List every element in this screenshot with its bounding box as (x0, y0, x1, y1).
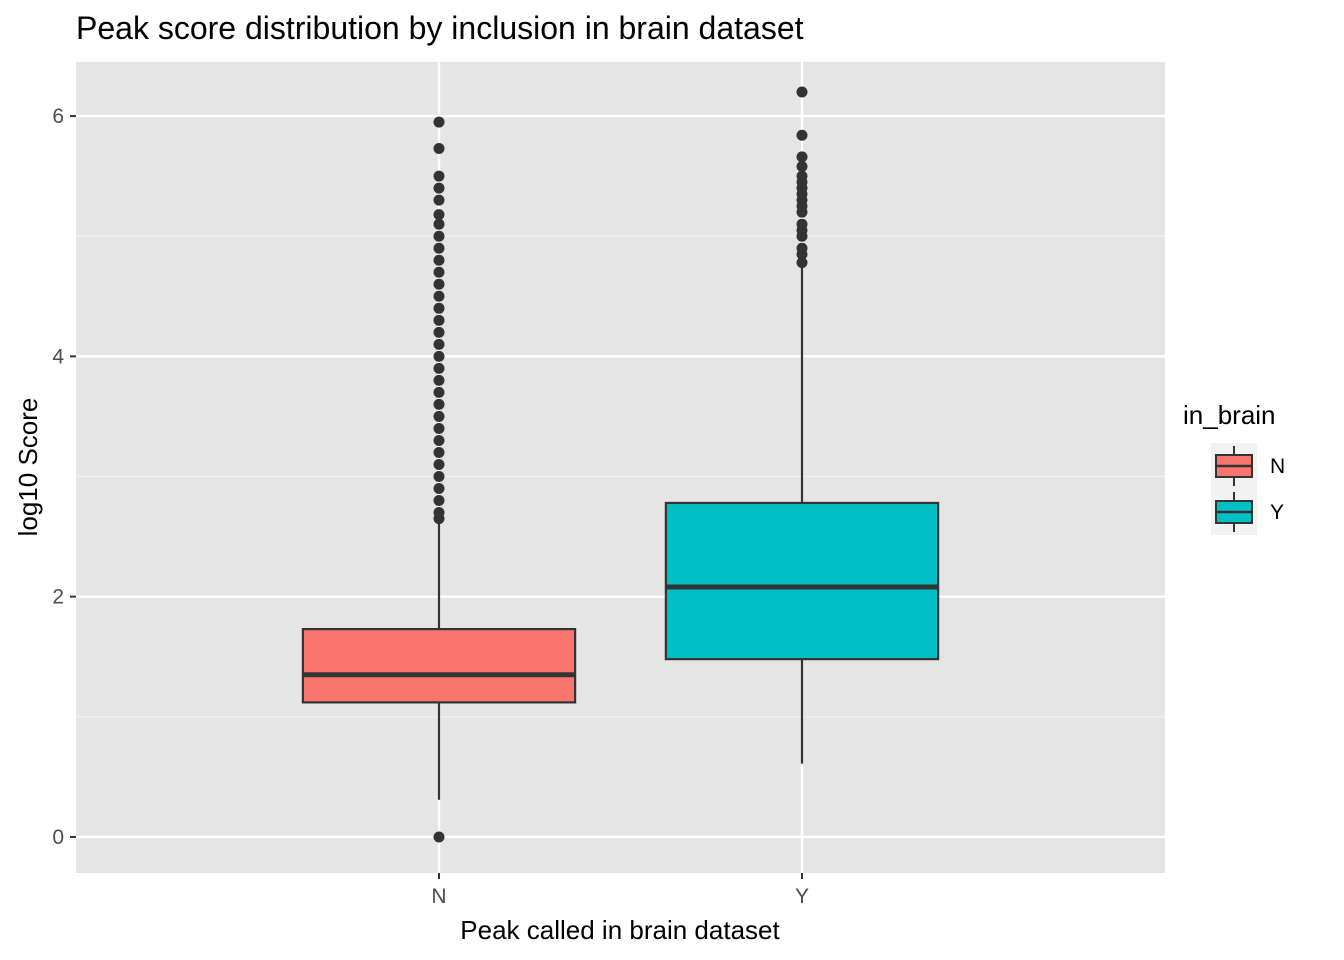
legend-key-Y (1211, 489, 1257, 535)
y-tick-label: 6 (52, 105, 64, 128)
outlier-point (433, 116, 445, 128)
box-N (301, 116, 577, 843)
outlier-point (433, 326, 445, 338)
outlier-point (433, 458, 445, 470)
legend-label: N (1270, 455, 1285, 478)
outlier-point (433, 507, 445, 519)
outlier-point (433, 434, 445, 446)
outlier-point (796, 151, 808, 163)
y-axis-ticks: 0 2 4 6 (52, 105, 76, 849)
outlier-point (433, 194, 445, 206)
outlier-point (433, 290, 445, 302)
outlier-point (433, 374, 445, 386)
outlier-point (433, 218, 445, 230)
legend: in_brain NY (1183, 400, 1285, 535)
outlier-point (433, 831, 445, 843)
x-tick-label: Y (795, 885, 809, 908)
outlier-point (433, 302, 445, 314)
box-iqr (301, 627, 577, 704)
legend-title: in_brain (1183, 400, 1276, 430)
outlier-point (433, 398, 445, 410)
outlier-point (433, 422, 445, 434)
outlier-point (433, 209, 445, 221)
y-tick-label: 2 (52, 586, 64, 609)
outlier-point (796, 86, 808, 98)
outlier-point (433, 446, 445, 458)
outlier-point (796, 170, 808, 182)
outlier-point (433, 471, 445, 483)
y-axis-title: log10 Score (13, 398, 43, 537)
outlier-point (433, 362, 445, 374)
outlier-point (433, 230, 445, 242)
outlier-point (433, 338, 445, 350)
outlier-point (433, 350, 445, 362)
chart-title: Peak score distribution by inclusion in … (76, 10, 804, 46)
outlier-point (796, 129, 808, 141)
outlier-point (433, 386, 445, 398)
grid-minor (76, 235, 1165, 718)
x-tick-label: N (431, 885, 446, 908)
y-tick-label: 0 (52, 826, 64, 849)
outlier-point (796, 257, 808, 269)
outlier-point (433, 254, 445, 266)
outlier-point (796, 242, 808, 254)
legend-label: Y (1270, 501, 1284, 524)
outlier-point (433, 182, 445, 194)
outlier-point (433, 483, 445, 495)
plot-panel (76, 62, 1165, 873)
y-tick-label: 4 (52, 345, 64, 368)
outlier-point (433, 266, 445, 278)
box-Y (664, 86, 940, 764)
outlier-point (433, 278, 445, 290)
boxes-layer (301, 86, 940, 843)
outlier-point (433, 314, 445, 326)
outlier-point (433, 143, 445, 155)
outlier-point (433, 242, 445, 254)
outlier-point (796, 161, 808, 173)
x-axis-title: Peak called in brain dataset (460, 915, 780, 945)
outlier-point (433, 495, 445, 507)
box-iqr (664, 501, 940, 661)
outlier-point (433, 410, 445, 422)
outlier-point (796, 218, 808, 230)
legend-key-N (1211, 443, 1257, 489)
outlier-point (433, 170, 445, 182)
